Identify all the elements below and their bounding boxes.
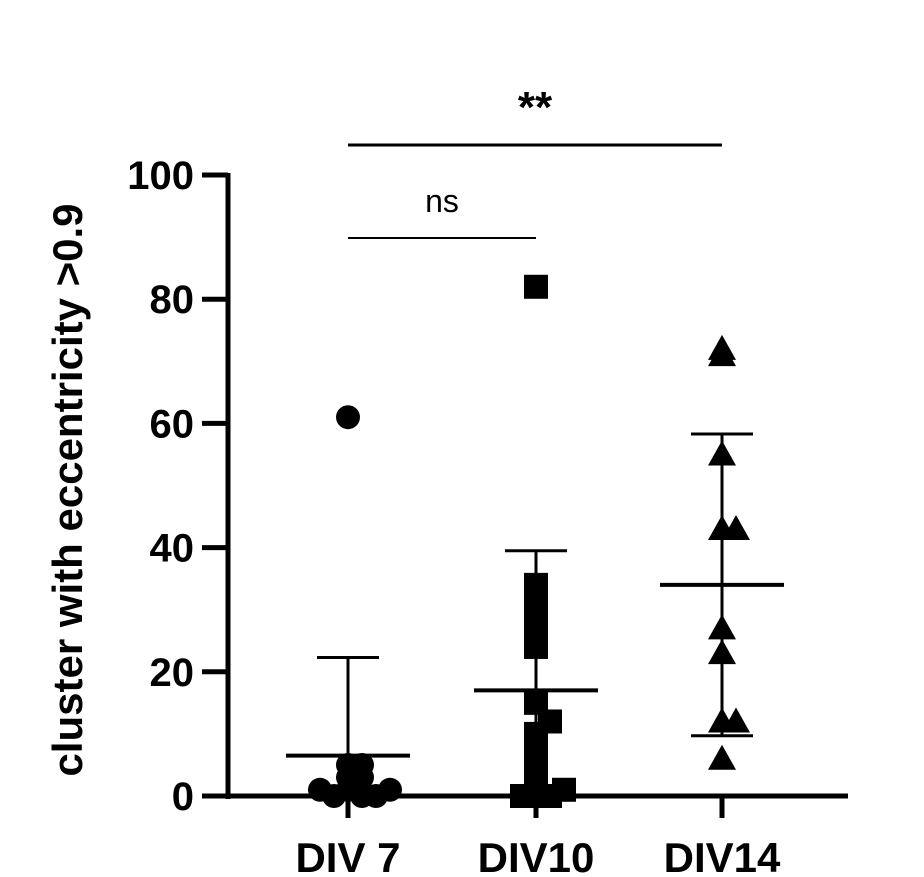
y-tick-label: 80	[150, 278, 195, 322]
axes: 0 20 40 60 80 100 DIV 7 DIV10 DIV14	[127, 154, 848, 877]
significance-label: ns	[425, 183, 459, 219]
y-tick-label: 0	[172, 775, 194, 819]
data-point-triangle	[708, 440, 736, 466]
y-tick-label: 40	[150, 527, 195, 571]
data-point-square	[524, 274, 548, 299]
data-point-triangle	[708, 614, 736, 640]
data-point-circle	[336, 405, 360, 430]
data-point-circle	[308, 777, 332, 802]
data-point-square	[552, 777, 576, 802]
y-tick-label: 100	[127, 154, 194, 198]
significance-brackets: ns **	[348, 83, 722, 239]
data-point-square	[524, 690, 548, 715]
x-category-label: DIV14	[664, 834, 781, 877]
y-tick-label: 60	[150, 402, 195, 446]
data-point-triangle	[722, 514, 750, 540]
data-point-circle	[378, 777, 402, 802]
data-point-triangle	[708, 334, 736, 360]
data-points	[308, 274, 750, 808]
data-point-square	[524, 572, 548, 597]
data-point-circle	[350, 752, 374, 777]
data-point-triangle	[722, 707, 750, 733]
y-tick-label: 20	[150, 651, 195, 695]
y-axis-label: cluster with eccentricity >0.9	[44, 203, 91, 776]
data-point-triangle	[708, 639, 736, 665]
x-category-label: DIV10	[478, 834, 595, 877]
x-category-label: DIV 7	[295, 834, 400, 877]
significance-label: **	[518, 83, 553, 132]
data-point-triangle	[708, 744, 736, 770]
